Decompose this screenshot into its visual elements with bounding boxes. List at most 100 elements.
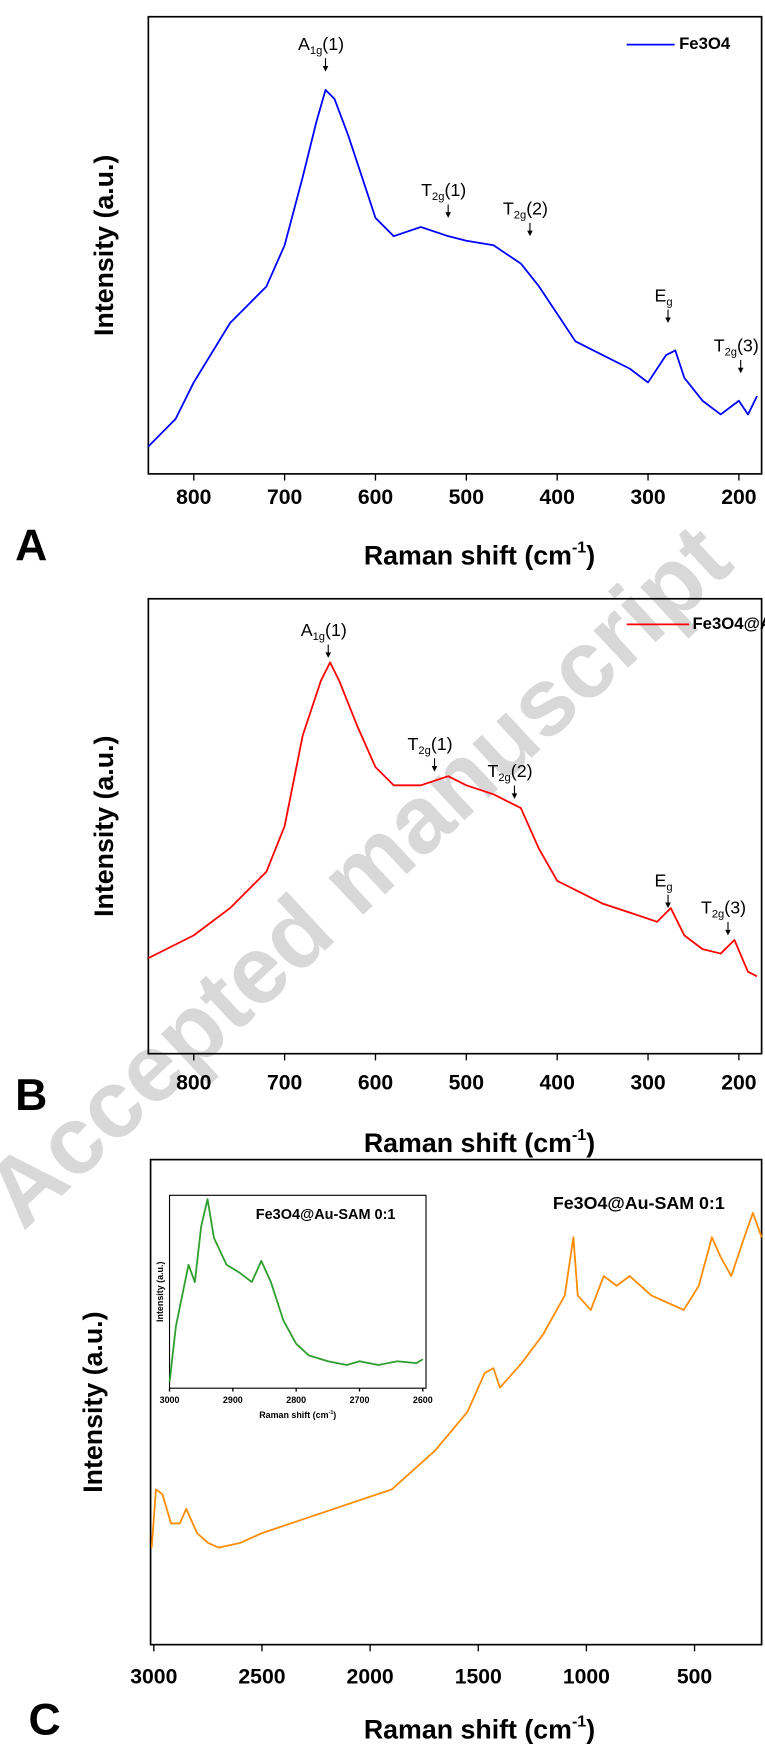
annotation-base: T — [503, 198, 514, 218]
x-axis-label-tail: ) — [586, 541, 595, 571]
panel-label: B — [15, 1071, 47, 1120]
annotation-arrowhead — [737, 367, 744, 374]
x-tick-label: 500 — [449, 1071, 484, 1094]
annotation-base: T — [487, 761, 498, 781]
annotation-sub: 2g — [432, 191, 444, 203]
annotation-sub: 2g — [514, 209, 526, 221]
x-axis-label-tail: ) — [586, 1128, 595, 1158]
x-axis-label-text: Raman shift (cm — [364, 1715, 572, 1745]
x-tick-label: 200 — [721, 486, 756, 509]
x-tick-label: 700 — [267, 1071, 302, 1094]
annotation-arrowhead — [511, 793, 518, 799]
x-tick-label: 2600 — [413, 1395, 433, 1405]
annotation-arrowhead — [665, 317, 671, 324]
x-tick-label: 200 — [721, 1071, 756, 1094]
x-axis-label: Raman shift (cm-1) — [259, 1410, 336, 1420]
x-tick-label: 3000 — [160, 1395, 180, 1405]
annotation: T2g(2) — [487, 761, 532, 784]
x-axis-label-tail: ) — [333, 1410, 336, 1420]
annotation-base: A — [298, 34, 310, 54]
annotation-base: T — [408, 734, 419, 754]
y-axis-label: Intensity (a.u.) — [78, 1311, 108, 1492]
spectrum-line — [150, 1212, 763, 1549]
x-axis-label-sup: -1 — [572, 1126, 586, 1144]
x-tick-label: 800 — [176, 486, 211, 509]
annotation-tail: (3) — [724, 897, 746, 917]
x-axis-label-sup: -1 — [329, 1410, 334, 1416]
y-axis-label: Intensity (a.u.) — [89, 736, 119, 917]
annotation: T2g(1) — [421, 180, 466, 203]
x-tick-label: 2500 — [238, 1666, 285, 1689]
x-tick-label: 700 — [267, 486, 302, 509]
x-tick-label: 600 — [358, 486, 393, 509]
x-tick-label: 2000 — [347, 1666, 394, 1689]
spectrum-line — [168, 1198, 424, 1383]
annotation: A1g(1) — [301, 620, 347, 643]
x-tick-label: 600 — [358, 1071, 393, 1094]
x-axis-label: Raman shift (cm-1) — [364, 1713, 595, 1745]
annotation: T2g(1) — [408, 734, 453, 757]
annotation: Eg — [655, 285, 673, 308]
plot-frame — [149, 1158, 763, 1646]
annotation: T2g(2) — [503, 198, 548, 221]
annotation-arrowhead — [322, 66, 329, 72]
y-axis-label: Intensity (a.u.) — [155, 1262, 165, 1322]
legend-label: Fe3O4@Au-SAM 0:1 — [553, 1193, 725, 1213]
annotation-sub: 1g — [310, 45, 322, 57]
annotation-base: A — [301, 620, 313, 640]
spectrum-line — [147, 661, 758, 978]
annotation-base: T — [714, 335, 725, 355]
annotation-arrowhead — [665, 902, 671, 909]
annotation: Eg — [655, 870, 673, 893]
x-axis-label: Raman shift (cm-1) — [364, 539, 595, 571]
annotation-tail: (1) — [322, 34, 344, 54]
x-tick-label: 1500 — [455, 1666, 502, 1689]
x-tick-label: 3000 — [130, 1666, 177, 1689]
annotation-base: E — [655, 870, 667, 890]
inset-title: Fe3O4@Au-SAM 0:1 — [256, 1207, 396, 1223]
annotation-arrowhead — [431, 766, 438, 772]
annotation-tail: (2) — [511, 761, 533, 781]
plot-frame — [147, 15, 763, 475]
legend-label: Fe3O4@Au — [692, 614, 765, 633]
annotation-tail: (2) — [526, 198, 548, 218]
x-tick-label: 300 — [630, 1071, 665, 1094]
x-tick-label: 800 — [176, 1071, 211, 1094]
annotation-base: T — [421, 180, 432, 200]
x-tick-label: 400 — [540, 486, 575, 509]
annotation-arrowhead — [725, 929, 731, 936]
x-tick-label: 400 — [540, 1071, 575, 1094]
panel-label: A — [15, 521, 47, 570]
x-tick-label: 300 — [630, 486, 665, 509]
annotation-arrowhead — [325, 652, 332, 658]
legend-label: Fe3O4 — [679, 34, 731, 53]
annotation-sub: 2g — [498, 772, 510, 784]
annotation: T2g(3) — [701, 897, 746, 920]
x-axis-label-tail: ) — [586, 1715, 595, 1745]
annotation-sub: g — [666, 881, 672, 893]
x-axis-label-sup: -1 — [572, 1713, 586, 1731]
annotation-sub: 2g — [725, 347, 737, 359]
x-axis-label-text: Raman shift (cm — [364, 541, 572, 571]
annotation-base: E — [655, 285, 667, 305]
annotation-sub: g — [666, 296, 672, 308]
annotation-tail: (1) — [325, 620, 347, 640]
annotation-sub: 2g — [712, 909, 724, 921]
annotation: T2g(3) — [714, 335, 759, 358]
annotation-base: T — [701, 897, 712, 917]
annotation-tail: (1) — [431, 734, 453, 754]
x-axis-label: Raman shift (cm-1) — [364, 1126, 595, 1158]
x-tick-label: 2800 — [286, 1395, 306, 1405]
annotation-arrowhead — [445, 212, 451, 218]
chart: 800 700 600 500 400 300 200 Raman shift (cm-1) I… — [15, 597, 765, 1158]
x-axis-label-sup: -1 — [572, 539, 586, 557]
plot-frame — [147, 597, 763, 1055]
annotation-arrowhead — [527, 230, 533, 237]
x-tick-label: 1000 — [563, 1666, 610, 1689]
x-axis-label-text: Raman shift (cm — [364, 1128, 572, 1158]
y-axis-label: Intensity (a.u.) — [89, 155, 119, 336]
plot-frame — [168, 1194, 427, 1389]
annotation-tail: (3) — [737, 335, 759, 355]
